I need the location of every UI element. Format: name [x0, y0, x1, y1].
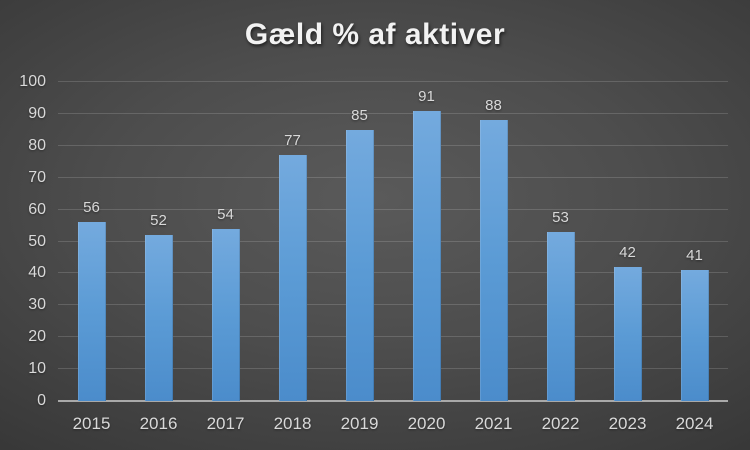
- bar: [144, 235, 173, 401]
- gridline: [58, 240, 728, 242]
- y-tick-label: 80: [28, 136, 46, 154]
- x-tick-label: 2024: [675, 414, 714, 433]
- gridline: [58, 368, 728, 370]
- category-slot: 42 2023: [594, 82, 661, 432]
- bar-value-label: 91: [418, 87, 435, 105]
- gridline: [58, 336, 728, 338]
- plot-area: 56 2015 52 2016 54 2017 77 2018 85 2019 91 2020 88 20…: [58, 81, 728, 432]
- x-tick-label: 2017: [206, 414, 245, 433]
- x-tick-label: 2023: [608, 414, 647, 433]
- y-tick-label: 70: [28, 168, 46, 186]
- bar: [345, 129, 374, 401]
- bar-value-label: 53: [552, 208, 569, 226]
- bar: [211, 228, 240, 401]
- category-slot: 53 2022: [527, 82, 594, 432]
- category-slot: 85 2019: [326, 82, 393, 432]
- y-tick-label: 10: [28, 360, 46, 378]
- gridline: [58, 272, 728, 274]
- y-tick-label: 40: [28, 264, 46, 282]
- y-tick-label: 30: [28, 296, 46, 314]
- x-tick-label: 2019: [340, 414, 379, 433]
- x-tick-label: 2022: [541, 414, 580, 433]
- category-slot: 52 2016: [125, 82, 192, 432]
- category-slot: 88 2021: [460, 82, 527, 432]
- category-slot: 91 2020: [393, 82, 460, 432]
- y-tick-label: 0: [37, 392, 46, 409]
- bar-value-label: 85: [351, 106, 368, 124]
- x-tick-label: 2015: [72, 414, 111, 433]
- y-axis: 0 10 20 30 40 50 60 70 80 90 100: [0, 74, 50, 409]
- x-tick-label: 2016: [139, 414, 178, 433]
- category-slot: 56 2015: [58, 82, 125, 432]
- gridline: [58, 112, 728, 114]
- bar: [546, 231, 575, 401]
- category-slot: 41 2024: [661, 82, 728, 432]
- y-tick-label: 50: [28, 232, 46, 250]
- bar-value-label: 77: [284, 132, 301, 150]
- bar-value-label: 52: [150, 212, 167, 230]
- y-tick-label: 100: [19, 73, 46, 90]
- x-axis-line: [58, 400, 728, 402]
- x-tick-label: 2021: [474, 414, 513, 433]
- category-slot: 77 2018: [259, 82, 326, 432]
- bar: [412, 110, 441, 401]
- bar-value-label: 54: [217, 205, 234, 223]
- bar: [479, 120, 508, 401]
- category-slot: 54 2017: [192, 82, 259, 432]
- bar-value-label: 41: [686, 247, 703, 265]
- bar-value-label: 42: [619, 244, 636, 262]
- chart-title: Gæld % af aktiver: [244, 18, 506, 51]
- x-tick-label: 2020: [407, 414, 446, 433]
- y-tick-label: 20: [28, 328, 46, 346]
- gridline: [58, 176, 728, 178]
- bar-value-label: 56: [83, 199, 100, 217]
- gridline: [58, 144, 728, 146]
- bar-value-label: 88: [485, 97, 502, 115]
- bar: [613, 267, 642, 401]
- x-tick-label: 2018: [273, 414, 312, 433]
- bar: [680, 270, 709, 401]
- bar: [77, 222, 106, 401]
- bar: [278, 155, 307, 401]
- gridline: [58, 304, 728, 306]
- gridline: [58, 81, 728, 82]
- y-tick-label: 60: [28, 200, 46, 218]
- y-tick-label: 90: [28, 104, 46, 122]
- gridline: [58, 208, 728, 210]
